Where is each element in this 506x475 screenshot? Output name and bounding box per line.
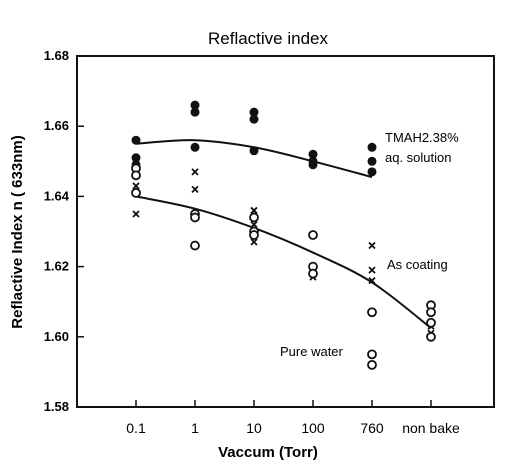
annotation-pure-water: Pure water [280,344,344,359]
y-tick-label: 1.64 [44,188,70,203]
data-point-filled-circle [308,160,318,170]
x-tick-label: 1 [191,420,199,436]
data-point-open-circle [426,317,436,328]
trend-line-1 [135,195,432,329]
y-tick-label: 1.66 [44,118,69,133]
y-tick-label: 1.62 [44,259,69,274]
y-axis: 1.58 1.60 1.62 1.64 1.66 1.68 [44,48,84,414]
data-point-cross [250,238,258,246]
annotation-tmah-line2: aq. solution [385,150,452,165]
data-point-open-circle [249,230,259,240]
data-point-cross [250,220,258,229]
data-point-open-circle [367,359,377,370]
chart-title: Reflactive index [208,29,329,48]
data-point-open-circle [367,349,377,360]
data-point-cross [368,266,376,274]
y-tick-label: 1.68 [44,48,69,63]
data-point-filled-circle [367,167,377,177]
data-point-open-circle [426,331,436,342]
data-point-open-circle [308,268,318,279]
annotation-tmah-line1: TMAH2.38% [385,130,459,145]
x-axis-label: Vaccum (Torr) [218,444,318,461]
data-point-open-circle [131,170,141,181]
data-point-open-circle [308,230,318,240]
data-point-open-circle [190,212,200,223]
data-point-filled-circle [249,114,259,124]
data-point-cross [132,210,140,218]
data-point-filled-circle [190,107,200,117]
data-point-cross [191,168,199,176]
x-tick-label: 760 [360,420,384,436]
x-tick-label: 10 [246,420,262,436]
data-point-filled-circle [367,156,377,166]
data-point-filled-circle [131,135,141,145]
data-point-cross [368,277,376,285]
data-point-filled-circle [190,142,200,152]
x-axis: 0.1 1 10 100 760 non bake [126,400,460,436]
y-tick-label: 1.60 [44,329,69,344]
data-point-cross [132,182,140,190]
trend-line-0 [135,139,373,179]
x-tick-label: 0.1 [126,420,146,436]
y-tick-label: 1.58 [44,399,69,414]
data-point-filled-circle [249,146,259,156]
plot-frame [76,55,495,408]
data-point-filled-circle [308,149,318,159]
trend-lines [135,139,432,329]
data-point-open-circle [426,307,436,318]
x-tick-label: 100 [301,420,325,436]
data-point-filled-circle [249,107,259,117]
data-point-open-circle [249,212,259,223]
y-axis-label: Reflactive Index n ( 633nm) [9,135,26,328]
data-point-open-circle [367,307,377,318]
data-point-open-circle [131,187,141,198]
data-point-cross [191,185,199,194]
data-point-cross [368,241,376,250]
data-point-open-circle [190,240,200,251]
x-tick-label: non bake [402,420,460,436]
data-point-filled-circle [367,142,377,152]
annotation-as-coating: As coating [387,257,448,272]
data-point-cross [250,206,258,215]
data-point-filled-circle [131,153,141,163]
data-points [131,100,436,370]
data-point-filled-circle [190,100,200,110]
